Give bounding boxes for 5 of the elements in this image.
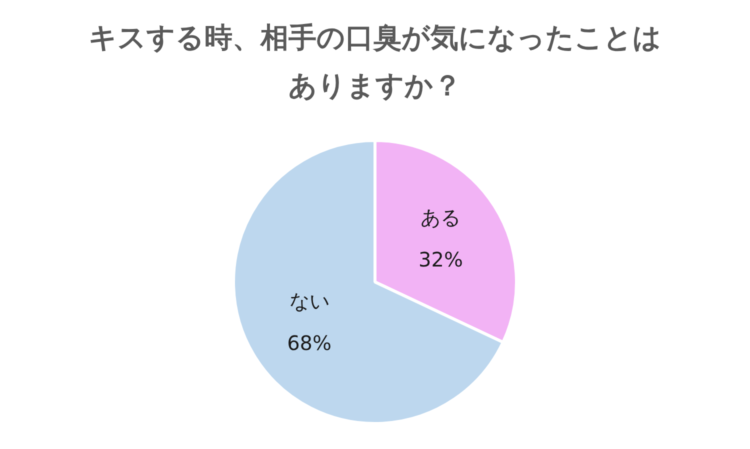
data-label: 68% bbox=[287, 330, 332, 355]
slice-label: ある bbox=[420, 206, 461, 230]
data-label: 32% bbox=[418, 248, 463, 272]
chart-title: キスする時、相手の口臭が気になったことはありますか？ bbox=[88, 20, 662, 104]
slice-label: ない bbox=[289, 288, 330, 313]
